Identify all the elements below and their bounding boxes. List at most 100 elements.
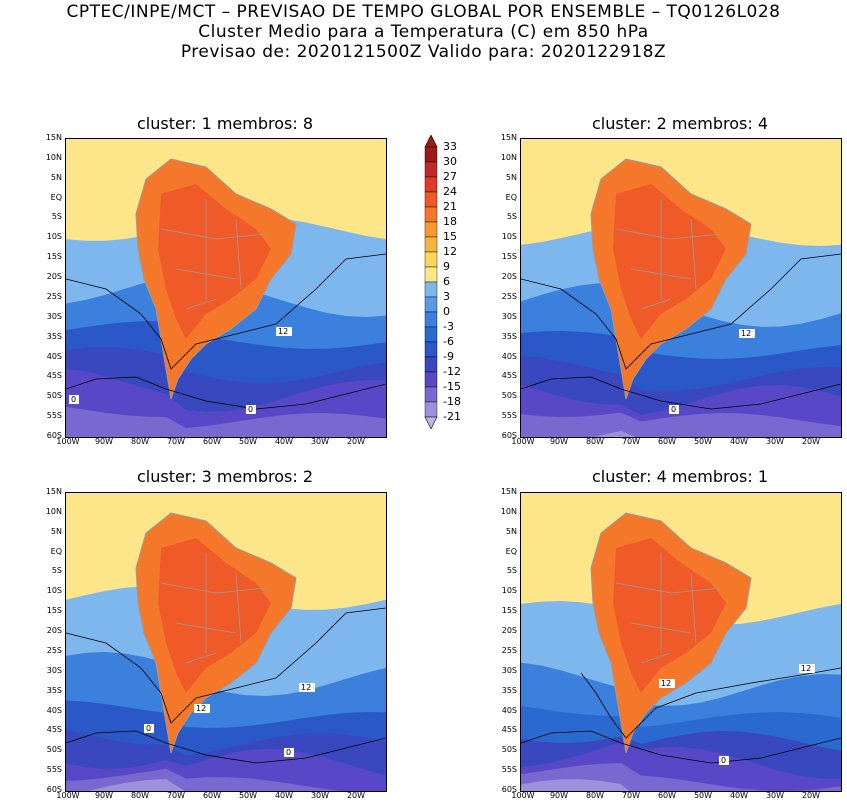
temperature-band: [66, 406, 386, 437]
longitude-tick-label: 70W: [166, 791, 186, 800]
warm-core-region: [613, 538, 726, 693]
latitude-tick-label: 25S: [501, 291, 517, 301]
latitude-tick-label: 40S: [501, 705, 517, 715]
longitude-tick-label: 30W: [310, 437, 330, 446]
longitude-tick-label: 70W: [166, 437, 186, 446]
latitude-tick-label: 15N: [500, 133, 517, 142]
colorbar-tick-label: 0: [443, 305, 450, 318]
colorbar: [424, 135, 438, 430]
contour-label: 0: [248, 405, 253, 414]
longitude-tick-label: 30W: [765, 791, 785, 800]
latitude-tick-label: EQ: [505, 192, 517, 202]
forecast-map-cluster-4: 12 12 0: [520, 492, 842, 792]
latitude-tick-label: 5N: [50, 172, 62, 182]
country-borders: [615, 553, 722, 664]
latitude-tick-label: 10N: [500, 152, 517, 162]
longitude-tick-label: 20W: [801, 791, 821, 800]
latitude-tick-label: 5N: [505, 526, 517, 536]
colorbar-tick-label: -6: [443, 335, 454, 348]
contour-label: 0: [71, 395, 76, 404]
country-borders: [615, 199, 722, 310]
latitude-tick-label: 15N: [45, 487, 62, 496]
temperature-band: [521, 779, 841, 791]
colorbar-tick-label: 21: [443, 200, 457, 213]
latitude-tick-label: 40S: [46, 705, 62, 715]
longitude-tick-label: 80W: [585, 791, 605, 800]
contour-label: 12: [741, 329, 751, 338]
colorbar-segment: [424, 191, 438, 208]
forecast-map-cluster-1: 12 0 0: [65, 138, 387, 438]
warm-core-region: [158, 538, 271, 693]
colorbar-tick-label: -3: [443, 320, 454, 333]
contour-label: 0: [146, 724, 151, 733]
colorbar-tick-label: -15: [443, 380, 461, 393]
colorbar-tick-label: 9: [443, 260, 450, 273]
colorbar-segment: [424, 146, 438, 163]
country-borders: [160, 199, 267, 310]
latitude-tick-label: 15N: [500, 487, 517, 496]
colorbar-tick-label: 24: [443, 185, 457, 198]
latitude-tick-label: 55S: [501, 411, 517, 421]
colorbar-tick-label: 15: [443, 230, 457, 243]
contour-line-12: [66, 253, 386, 370]
colorbar-tick-label: 33: [443, 140, 457, 153]
longitude-tick-label: 60W: [202, 437, 222, 446]
longitude-tick-label: 90W: [94, 437, 114, 446]
longitude-tick-label: 50W: [238, 437, 258, 446]
latitude-tick-label: 30S: [46, 665, 62, 675]
colorbar-segment: [424, 161, 438, 178]
latitude-tick-label: 20S: [501, 626, 517, 636]
latitude-tick-label: EQ: [50, 546, 62, 556]
latitude-tick-label: 20S: [46, 626, 62, 636]
colorbar-tick-label: 18: [443, 215, 457, 228]
colorbar-tick-label: 30: [443, 155, 457, 168]
warm-core-region: [613, 184, 726, 339]
warm-core-region: [158, 184, 271, 339]
latitude-tick-label: 30S: [46, 311, 62, 321]
longitude-tick-label: 30W: [765, 437, 785, 446]
contour-label: 12: [801, 664, 811, 673]
latitude-tick-label: 40S: [46, 351, 62, 361]
latitude-tick-label: 25S: [46, 291, 62, 301]
panel-title-4: cluster: 4 membros: 1: [591, 467, 769, 486]
longitude-tick-label: 40W: [274, 437, 294, 446]
colorbar-segment: [424, 386, 438, 403]
longitude-tick-label: 20W: [346, 791, 366, 800]
temperature-band: [521, 430, 841, 437]
latitude-tick-label: EQ: [50, 192, 62, 202]
longitude-tick-label: 70W: [621, 437, 641, 446]
colorbar-segment: [424, 206, 438, 223]
colorbar-tick-label: -12: [443, 365, 461, 378]
latitude-tick-label: 60S: [46, 431, 62, 440]
colorbar-segment: [424, 371, 438, 388]
contour-label: 0: [671, 405, 676, 414]
colorbar-segment: [424, 296, 438, 313]
longitude-tick-label: 60W: [202, 791, 222, 800]
latitude-tick-label: 35S: [46, 331, 62, 341]
contour-line-12: [66, 607, 386, 724]
latitude-tick-label: 20S: [501, 272, 517, 282]
contour-label: 12: [196, 704, 206, 713]
contour-label: 12: [301, 683, 311, 692]
colorbar-segment: [424, 401, 438, 418]
panel-title-3: cluster: 3 membros: 2: [136, 467, 314, 486]
longitude-tick-label: 60W: [657, 437, 677, 446]
latitude-tick-label: 5S: [506, 212, 517, 222]
longitude-tick-label: 90W: [549, 791, 569, 800]
latitude-tick-label: 10N: [500, 506, 517, 516]
colorbar-segment: [424, 341, 438, 358]
chart-title-line-3: Previsao de: 2020121500Z Valido para: 20…: [180, 42, 667, 62]
longitude-tick-label: 50W: [238, 791, 258, 800]
latitude-tick-label: 60S: [501, 431, 517, 440]
latitude-tick-label: 5S: [51, 212, 62, 222]
latitude-tick-label: 5N: [50, 526, 62, 536]
chart-title-line-2: Cluster Medio para a Temperatura (C) em …: [198, 22, 649, 42]
longitude-tick-label: 90W: [549, 437, 569, 446]
latitude-tick-label: 15S: [501, 606, 517, 616]
colorbar-tick-label: -18: [443, 395, 461, 408]
longitude-tick-label: 100W: [56, 791, 80, 800]
latitude-tick-label: 60S: [501, 785, 517, 794]
contour-label: 0: [721, 756, 726, 765]
longitude-tick-label: 90W: [94, 791, 114, 800]
colorbar-segment: [424, 221, 438, 238]
